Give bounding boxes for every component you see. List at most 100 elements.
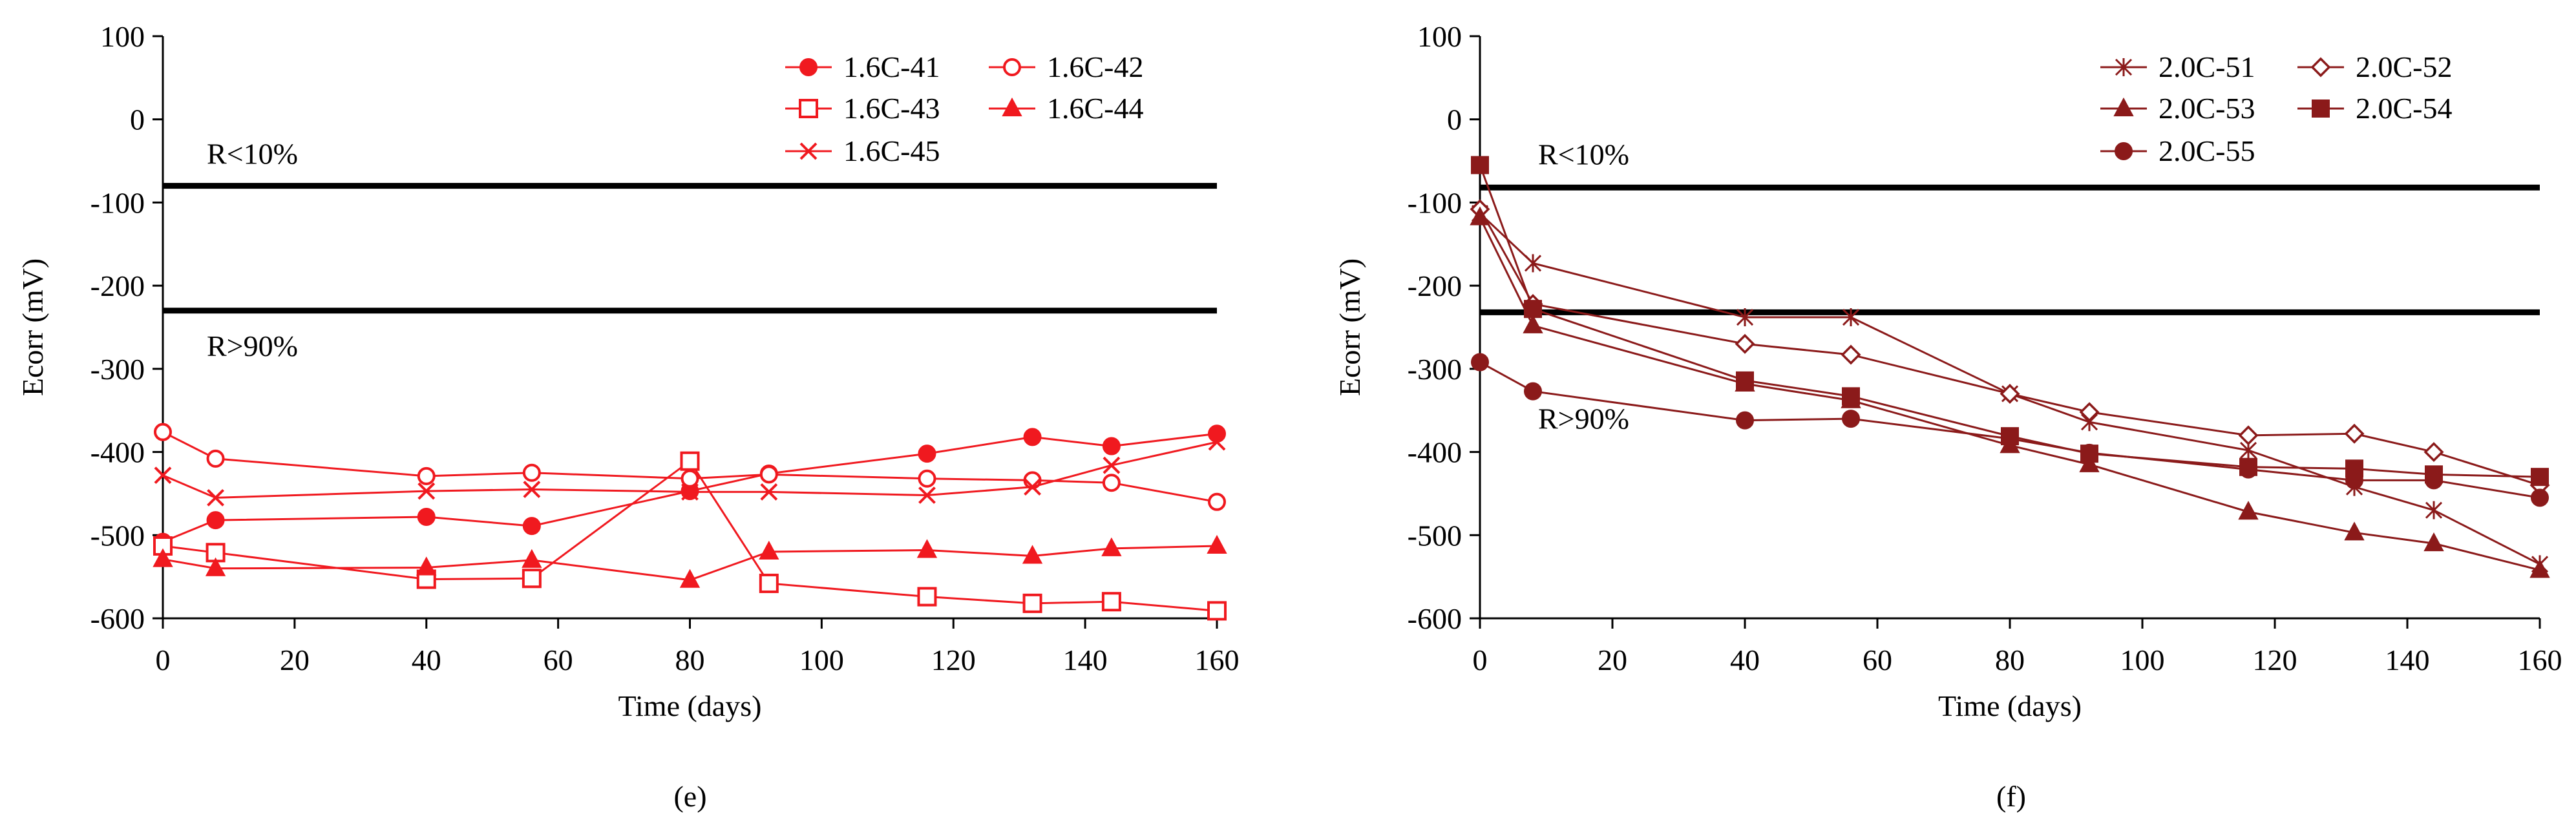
data-point xyxy=(417,482,436,500)
data-point xyxy=(680,451,700,471)
y-tick-label: -100 xyxy=(90,186,145,219)
data-point xyxy=(679,569,701,588)
y-tick-label: -600 xyxy=(1408,602,1462,635)
legend-label: 1.6C-44 xyxy=(1047,92,1144,125)
data-point xyxy=(1208,492,1226,511)
data-point xyxy=(1101,592,1121,612)
y-tick-label: -200 xyxy=(1408,269,1462,302)
y-tick-label: 100 xyxy=(1417,20,1462,53)
y-tick-label: -300 xyxy=(1408,353,1462,386)
data-point xyxy=(2238,501,2259,520)
data-point xyxy=(2344,521,2365,541)
y-tick-label: -200 xyxy=(90,269,145,302)
y-tick-label: 0 xyxy=(1447,103,1462,136)
data-point xyxy=(2345,471,2363,490)
data-point xyxy=(207,488,224,507)
data-point xyxy=(1736,411,1754,430)
data-point xyxy=(1022,593,1042,613)
x-tick-label: 60 xyxy=(544,644,573,676)
data-point xyxy=(2425,471,2443,490)
data-point xyxy=(522,517,541,536)
series-line xyxy=(162,431,1218,503)
data-point xyxy=(154,423,172,441)
data-point xyxy=(416,556,437,576)
data-point xyxy=(1523,314,1543,333)
data-point xyxy=(522,549,542,568)
data-point xyxy=(1207,601,1227,621)
legend-label: 1.6C-42 xyxy=(1047,50,1144,83)
data-point xyxy=(2531,468,2549,487)
legend-label: 2.0C-52 xyxy=(2356,50,2453,83)
data-point xyxy=(523,481,541,498)
x-tick-label: 80 xyxy=(675,644,705,676)
legend-marker xyxy=(2310,57,2331,78)
data-point xyxy=(206,511,225,530)
data-point xyxy=(206,449,225,468)
legend-marker xyxy=(2115,142,2133,160)
data-point xyxy=(759,465,778,484)
data-point xyxy=(1735,333,1755,354)
panel-caption: (e) xyxy=(673,780,706,813)
x-axis-label: Time (days) xyxy=(618,689,762,722)
series-1.6C-45 xyxy=(154,433,1226,507)
legend-label: 2.0C-53 xyxy=(2159,92,2255,125)
data-point xyxy=(2001,429,2019,448)
x-tick-label: 140 xyxy=(2385,644,2430,676)
legend-label: 2.0C-51 xyxy=(2159,50,2255,83)
data-point xyxy=(916,539,938,558)
legend-item: 2.0C-53 xyxy=(2100,92,2255,125)
data-point xyxy=(1024,478,1041,496)
data-point xyxy=(2529,559,2550,578)
x-tick-label: 140 xyxy=(1063,644,1108,676)
data-point xyxy=(1101,537,1122,556)
threshold-label: R<10% xyxy=(1538,138,1629,171)
x-tick-label: 20 xyxy=(1598,644,1627,676)
legend-label: 1.6C-45 xyxy=(843,134,940,167)
data-point xyxy=(1103,456,1121,474)
legend: 1.6C-41 1.6C-42 1.6C-43 1.6C-44 1.6C-45 xyxy=(785,50,1144,167)
x-axis-label: Time (days) xyxy=(1938,689,2082,722)
data-point xyxy=(1470,206,1490,225)
series-line xyxy=(162,545,1218,581)
data-point xyxy=(522,463,541,482)
legend-marker xyxy=(799,142,818,160)
data-point xyxy=(759,540,779,560)
series-line xyxy=(1479,213,2540,565)
threshold-label: R>90% xyxy=(1538,402,1629,435)
y-tick-label: -500 xyxy=(90,519,145,552)
data-point xyxy=(1842,308,1860,327)
data-point xyxy=(522,569,542,589)
legend: 2.0C-51 2.0C-52 2.0C-53 2.0C-54 2.0C-55 xyxy=(2100,50,2453,167)
data-point xyxy=(1208,433,1226,451)
data-point xyxy=(205,557,226,576)
legend-label: 1.6C-41 xyxy=(843,50,940,83)
data-point xyxy=(681,483,699,501)
legend-label: 2.0C-55 xyxy=(2159,134,2255,167)
x-tick-label: 160 xyxy=(2518,644,2562,676)
series-1.6C-41 xyxy=(154,424,1226,551)
data-point xyxy=(918,445,936,463)
y-tick-label: -600 xyxy=(90,602,145,635)
data-point xyxy=(1471,156,1489,174)
x-tick-label: 120 xyxy=(2253,644,2297,676)
x-tick-label: 100 xyxy=(799,644,844,676)
data-point xyxy=(918,469,936,488)
legend-marker xyxy=(2113,97,2134,116)
data-point xyxy=(1842,410,1860,428)
data-point xyxy=(1208,424,1226,443)
data-point xyxy=(681,469,699,488)
data-point xyxy=(153,548,173,567)
series-1.6C-42 xyxy=(154,423,1226,511)
panel-caption: (f) xyxy=(1996,780,2026,813)
x-tick-label: 40 xyxy=(412,644,441,676)
x-tick-label: 0 xyxy=(1473,644,1488,676)
y-tick-label: -300 xyxy=(90,353,145,386)
series-line xyxy=(162,432,1218,543)
legend-marker xyxy=(2115,58,2133,76)
series-line xyxy=(162,459,1218,612)
legend-marker xyxy=(799,58,818,76)
data-point xyxy=(2080,443,2098,462)
x-tick-label: 80 xyxy=(1995,644,2025,676)
chart-panel-e: 100 0 -100 -200 -300 -400 -500 -600 0 20 40 60 80 100… xyxy=(16,20,1240,813)
